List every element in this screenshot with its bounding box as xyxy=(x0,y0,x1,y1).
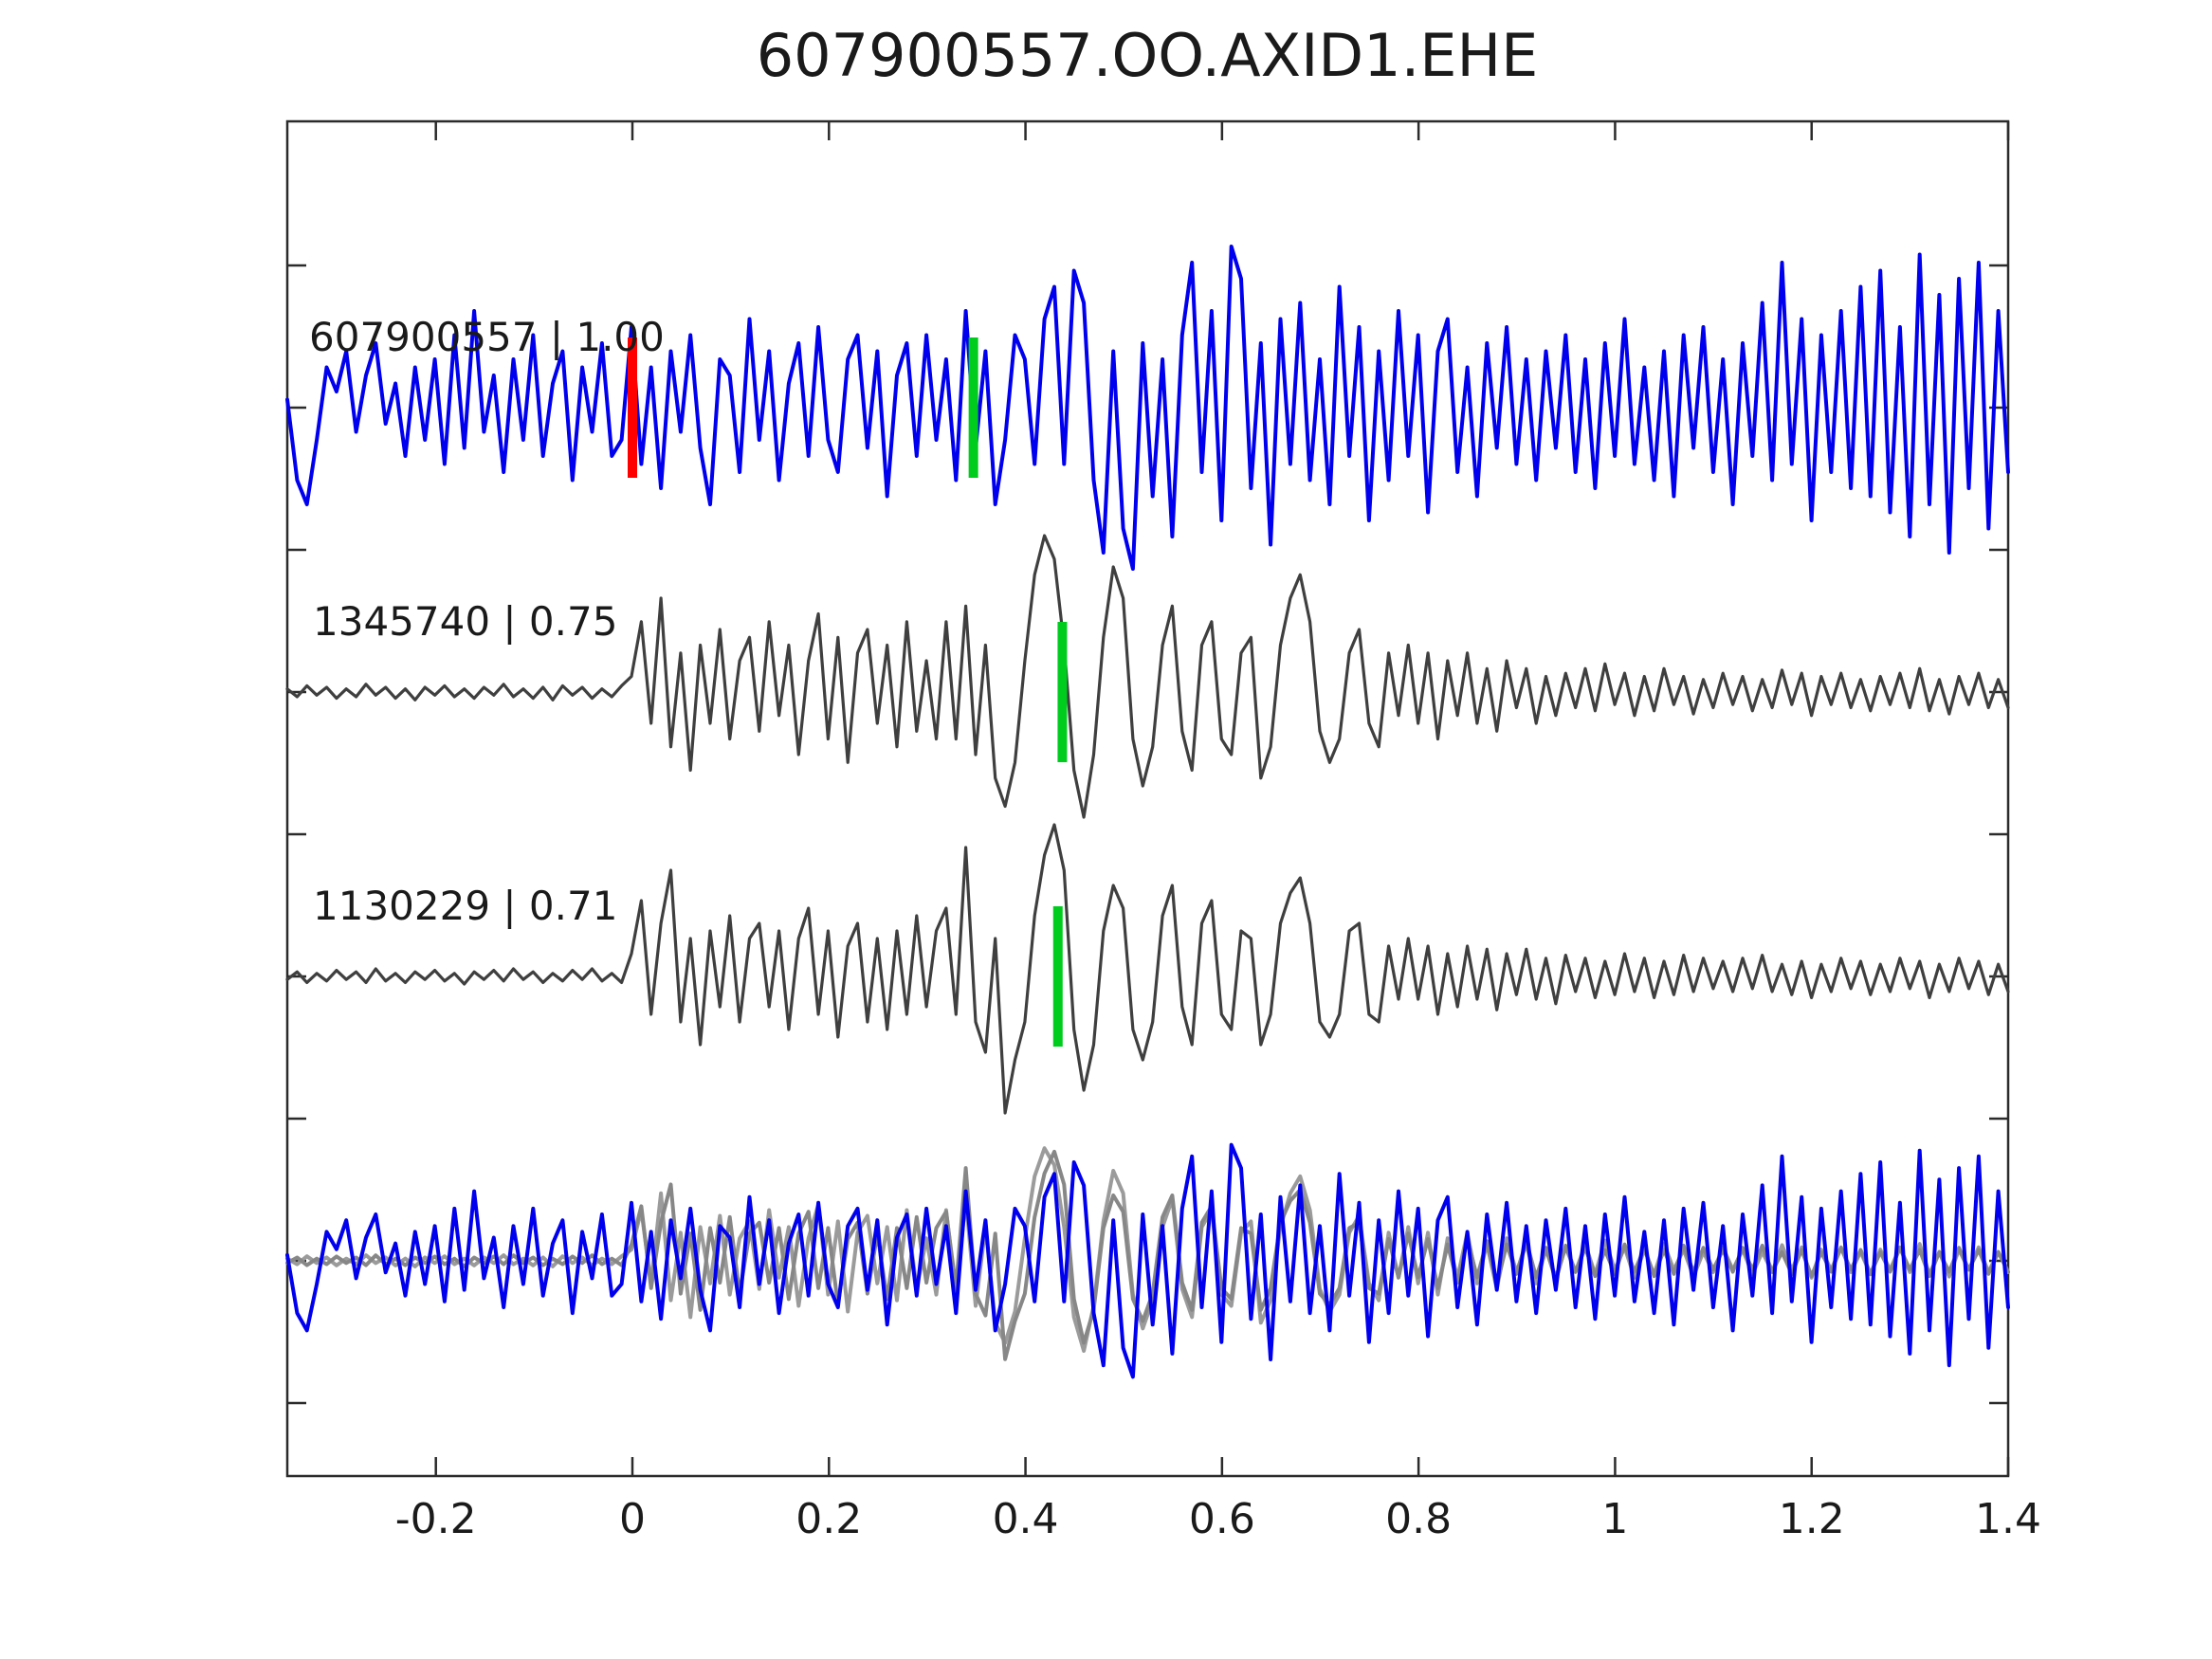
trace-1345740 xyxy=(285,534,2010,819)
overlay-panel xyxy=(285,1142,2010,1379)
trace-lines xyxy=(285,245,2010,1115)
plot-frame xyxy=(285,119,2010,1478)
trace-label-607900557: 607900557 | 1.00 xyxy=(309,314,665,360)
overlay-trace-607900557 xyxy=(285,1142,2010,1379)
axis-ticks: -0.2 0 0.2 0.4 0.6 0.8 1 1.2 1.4 xyxy=(287,121,2041,1543)
x-tick-label: -0.2 xyxy=(395,1495,477,1543)
pick-marker xyxy=(968,337,978,478)
x-tick-label: 0.2 xyxy=(795,1495,862,1543)
trace-labels: 607900557 | 1.00 1345740 | 0.75 1130229 | … xyxy=(309,314,665,929)
trace-label-1345740: 1345740 | 0.75 xyxy=(313,598,617,645)
trace-label-1130229: 1130229 | 0.71 xyxy=(313,883,617,929)
plot-border xyxy=(285,119,2010,1478)
chart-title: 607900557.OO.AXID1.EHE xyxy=(757,21,1539,90)
pick-marker xyxy=(1052,906,1063,1047)
trace-607900557 xyxy=(285,245,2010,571)
pick-marker xyxy=(1057,622,1068,762)
x-tick-label: 0.8 xyxy=(1385,1495,1452,1543)
pick-markers xyxy=(627,337,1068,1047)
x-tick-label: 1 xyxy=(1601,1495,1628,1543)
x-tick-label: 1.2 xyxy=(1779,1495,1845,1543)
x-tick-label: 0.4 xyxy=(993,1495,1059,1543)
trace-1130229 xyxy=(285,823,2010,1115)
reference-pick-marker xyxy=(627,337,637,478)
x-tick-label: 1.4 xyxy=(1975,1495,2041,1543)
x-tick-label: 0.6 xyxy=(1189,1495,1255,1543)
x-tick-label: 0 xyxy=(619,1495,646,1543)
